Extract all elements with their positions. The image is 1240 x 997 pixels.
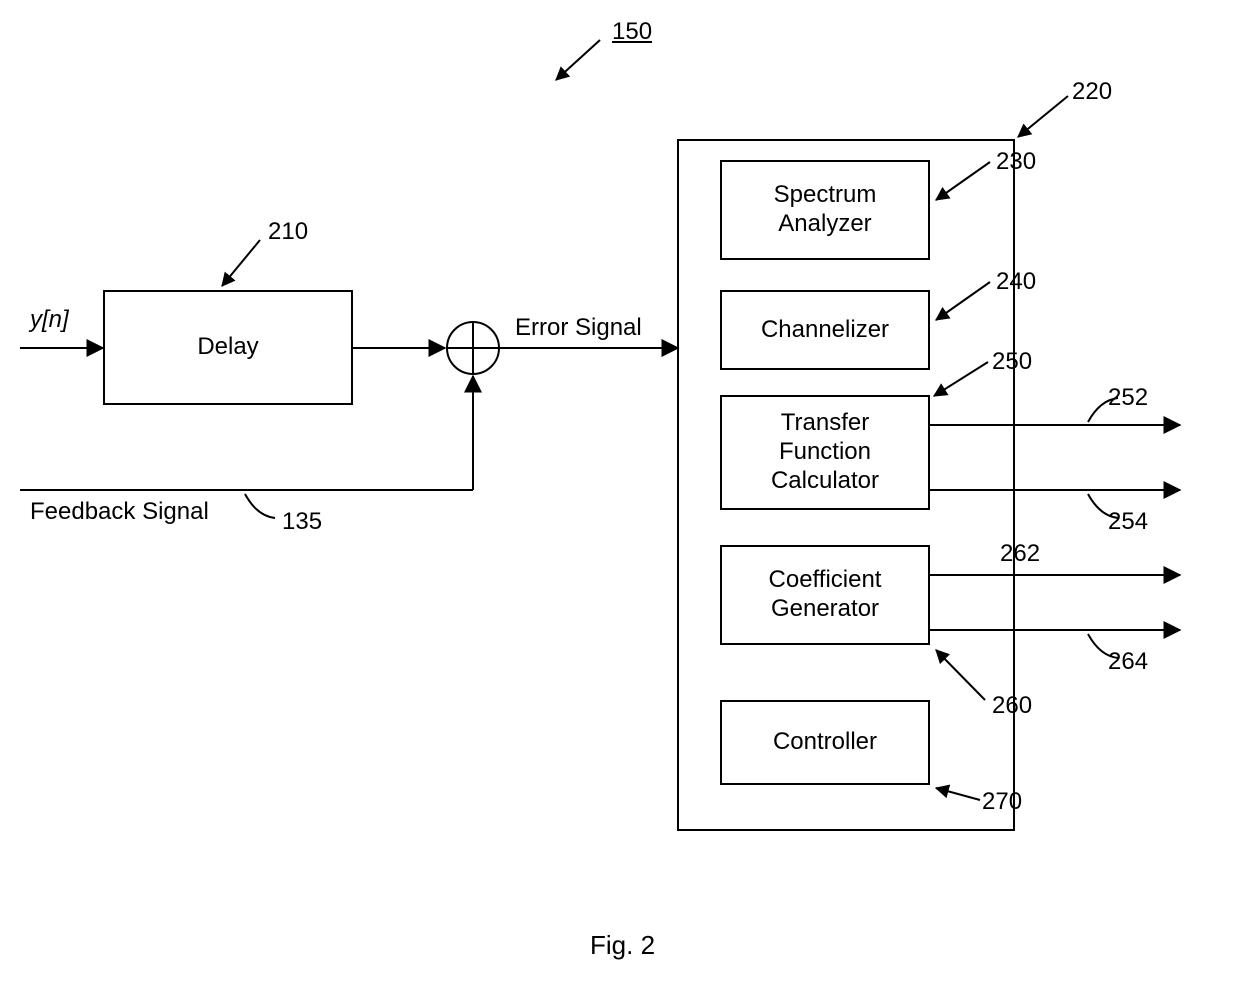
ref-270: 270 — [982, 788, 1022, 816]
ref-250: 250 — [992, 348, 1032, 376]
block-coeff-label: Coefficient Generator — [769, 566, 882, 624]
block-spectrum-label: Spectrum Analyzer — [774, 181, 877, 239]
lead-240 — [936, 282, 990, 320]
ref-220: 220 — [1072, 78, 1112, 106]
lead-230 — [936, 162, 990, 200]
block-transfer-label: Transfer Function Calculator — [771, 409, 879, 495]
ref-230: 230 — [996, 148, 1036, 176]
label-feedback-signal: Feedback Signal — [30, 498, 209, 526]
ref-240: 240 — [996, 268, 1036, 296]
ref-135: 135 — [282, 508, 322, 536]
ref-252: 252 — [1108, 384, 1148, 412]
summing-junction — [447, 322, 499, 374]
block-delay: Delay — [103, 290, 353, 405]
diagram-stage: Delay Spectrum Analyzer Channelizer Tran… — [0, 0, 1240, 997]
block-controller: Controller — [720, 700, 930, 785]
block-spectrum-analyzer: Spectrum Analyzer — [720, 160, 930, 260]
block-delay-label: Delay — [197, 333, 258, 362]
block-channelizer: Channelizer — [720, 290, 930, 370]
figure-caption: Fig. 2 — [590, 930, 655, 961]
ref-150: 150 — [612, 18, 652, 46]
lead-210 — [222, 240, 260, 286]
ref-254: 254 — [1108, 508, 1148, 536]
lead-250 — [934, 362, 988, 396]
label-input-yn: y[n] — [30, 306, 69, 334]
lead-135 — [245, 494, 275, 518]
ref-262: 262 — [1000, 540, 1040, 568]
lead-270 — [936, 788, 980, 800]
lead-220 — [1018, 96, 1068, 137]
ref-260: 260 — [992, 692, 1032, 720]
block-channelizer-label: Channelizer — [761, 316, 889, 345]
block-controller-label: Controller — [773, 728, 877, 757]
label-error-signal: Error Signal — [515, 314, 642, 342]
lead-150 — [556, 40, 600, 80]
block-transfer-function-calculator: Transfer Function Calculator — [720, 395, 930, 510]
lead-260 — [936, 650, 985, 700]
ref-210: 210 — [268, 218, 308, 246]
ref-264: 264 — [1108, 648, 1148, 676]
block-coefficient-generator: Coefficient Generator — [720, 545, 930, 645]
